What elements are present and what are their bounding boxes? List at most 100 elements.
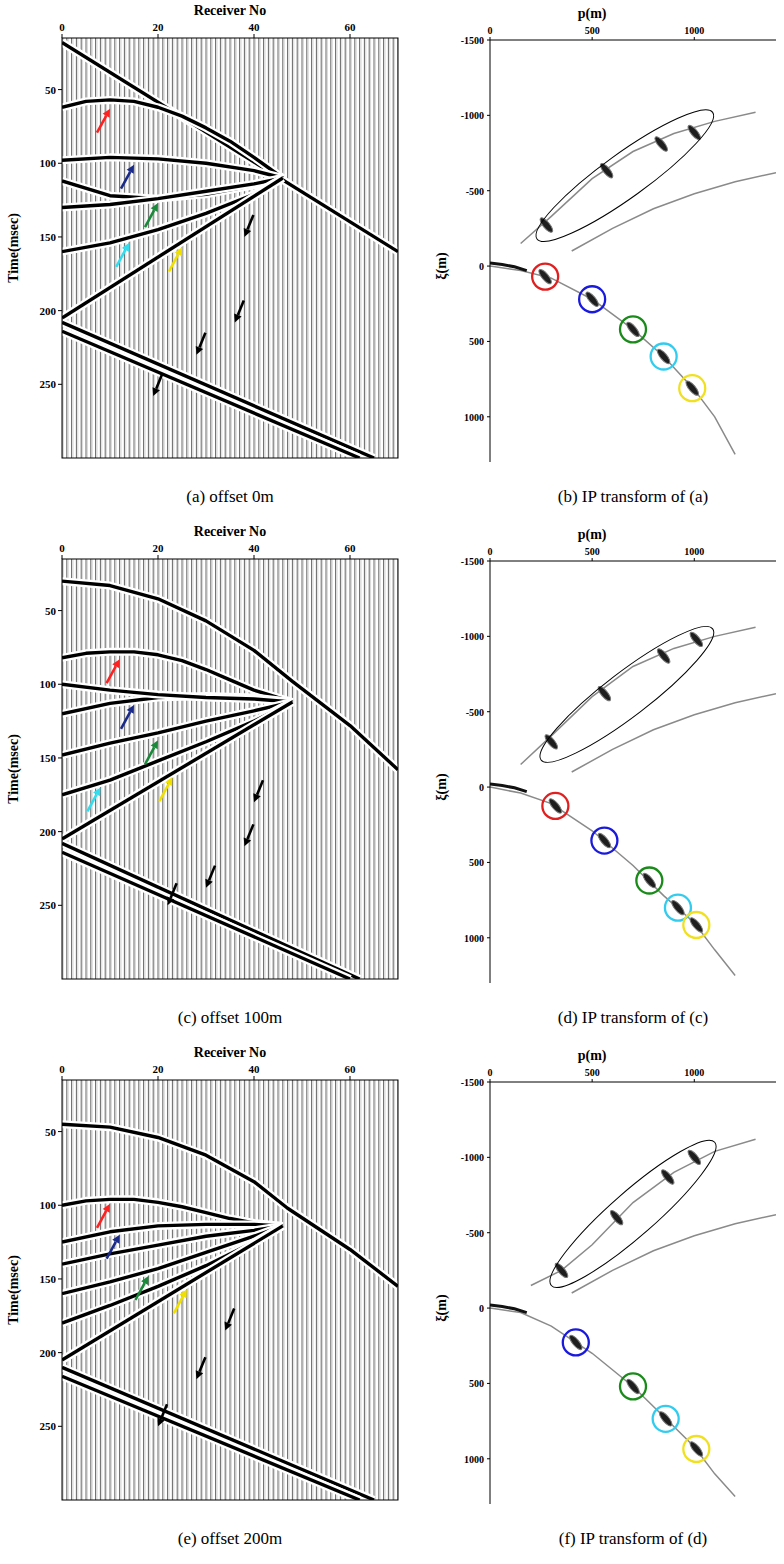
trace (365, 559, 366, 979)
trace (162, 559, 163, 979)
trace (388, 1080, 389, 1500)
arrow-head (253, 793, 260, 802)
y-tick-label: 200 (40, 1347, 57, 1359)
event-halo (62, 178, 283, 252)
trace (293, 1080, 294, 1500)
frame (62, 1080, 398, 1500)
trace (292, 38, 293, 458)
arrow-head (196, 1370, 203, 1379)
trace (335, 559, 336, 979)
trace (105, 1080, 106, 1500)
y-tick (58, 1205, 62, 1206)
arrow (153, 374, 163, 396)
trace (97, 1080, 98, 1500)
event-halo (62, 843, 360, 979)
trace (268, 559, 269, 979)
x-tick (62, 34, 63, 38)
y-tick-label: 150 (40, 752, 57, 764)
arrow (121, 705, 134, 729)
y-tick (58, 610, 62, 611)
arrow-shaft (228, 1309, 234, 1324)
x-tick (62, 555, 63, 559)
trace (164, 559, 165, 979)
x-tick-label: 60 (345, 21, 357, 33)
trace (327, 1080, 328, 1500)
y-tick (58, 310, 62, 311)
curve (490, 784, 527, 792)
curve (490, 1308, 735, 1496)
trace (364, 38, 365, 458)
trace (254, 559, 255, 979)
trace (260, 38, 261, 458)
x-axis-title: Receiver No (194, 524, 266, 539)
y-axis-title: Time(msec) (6, 734, 22, 804)
trace (254, 38, 255, 458)
trace (254, 1080, 255, 1500)
x-tick (592, 37, 593, 40)
x-tick-label: 500 (585, 25, 600, 36)
trace (249, 38, 250, 458)
arrow (135, 1276, 148, 1300)
arrow-shaft (145, 210, 154, 227)
event (62, 100, 283, 178)
plot-area (62, 1080, 398, 1500)
trace (311, 38, 312, 458)
event (62, 684, 292, 702)
trace (393, 1080, 394, 1500)
trace (125, 559, 126, 979)
curve (531, 1139, 756, 1285)
trace (306, 38, 307, 458)
x-axis-title: p(m) (578, 6, 607, 22)
y-tick (487, 787, 490, 788)
arrow (253, 780, 263, 802)
trace (97, 559, 98, 979)
trace (73, 559, 74, 979)
y-axis (490, 1082, 491, 1504)
x-tick (694, 1079, 695, 1082)
trace (317, 559, 318, 979)
arrow-shaft (209, 866, 215, 881)
energy-blob (688, 1440, 704, 1458)
arrow (205, 866, 215, 888)
trace (274, 38, 275, 458)
arrow-head (127, 165, 134, 174)
event-halo (62, 42, 398, 251)
arrow (87, 787, 100, 811)
trace (375, 38, 376, 458)
trace (114, 1080, 115, 1500)
y-tick-label: -1500 (461, 1077, 484, 1088)
trace (340, 1080, 341, 1500)
y-tick-label: 500 (469, 336, 484, 347)
trace (322, 38, 323, 458)
trace (330, 38, 331, 458)
caption: (f) IP transform of (d) (559, 1529, 708, 1548)
trace (317, 1080, 318, 1500)
trace (380, 1080, 381, 1500)
energy-blob (625, 320, 641, 338)
trace (354, 38, 355, 458)
trace (351, 1080, 352, 1500)
trace (341, 559, 342, 979)
arrow-head (103, 109, 110, 118)
trace (258, 559, 259, 979)
x-tick-label: 40 (249, 1063, 261, 1075)
trace (183, 38, 184, 458)
trace (293, 38, 294, 458)
arrow (234, 300, 244, 322)
trace (354, 559, 355, 979)
x-axis-title: p(m) (578, 1048, 607, 1064)
trace (375, 1080, 376, 1500)
trace (255, 38, 256, 458)
arrow (157, 1404, 167, 1426)
event-halo (62, 702, 292, 755)
energy-blob (596, 685, 612, 703)
energy-blob (684, 379, 700, 397)
y-tick-label: 150 (40, 1273, 57, 1285)
x-tick-label: 500 (585, 1067, 600, 1078)
trace (302, 1080, 303, 1500)
x-tick-label: 0 (488, 25, 493, 36)
trace (303, 559, 304, 979)
trace (106, 559, 107, 979)
trace (351, 559, 352, 979)
trace (110, 1080, 111, 1500)
